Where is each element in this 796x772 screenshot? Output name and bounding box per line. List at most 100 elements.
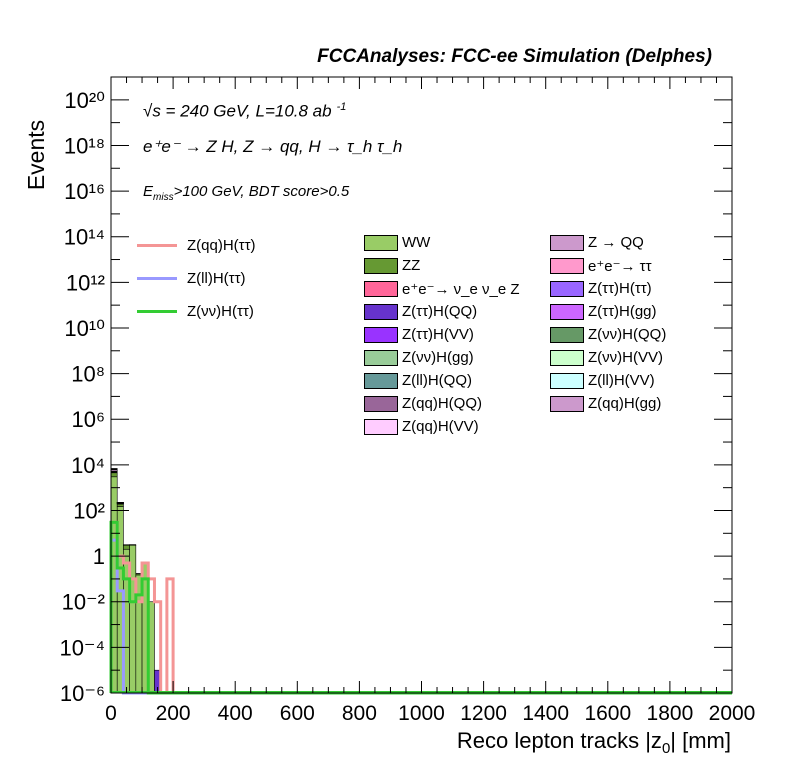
y-tick-label: 10⁻⁶: [60, 681, 105, 706]
legend-label: Z(ll)H(VV): [588, 372, 655, 389]
signal-line-z-qq-h: [109, 520, 732, 695]
legend-item-z-h-qq: Z(ττ)H(QQ): [364, 303, 477, 320]
legend-swatch: [550, 349, 584, 366]
legend-swatch: [364, 303, 398, 320]
legend-swatch: [550, 280, 584, 297]
legend-label: Z(ττ)H(gg): [588, 303, 657, 320]
legend-item-z-h-qq: Z(νν)H(QQ): [550, 326, 666, 343]
legend-label: Z → QQ: [588, 234, 644, 251]
legend-item-e-e-e-e-z: e⁺e⁻→ ν_e ν_e Z: [364, 280, 520, 298]
y-tick-label: 10²⁰: [64, 88, 105, 113]
legend-label: WW: [402, 234, 431, 251]
legend-label: Z(νν)H(ττ): [187, 303, 254, 320]
legend-swatch: [364, 395, 398, 412]
legend-label: Z(νν)H(QQ): [588, 326, 667, 343]
y-tick-label: 10⁻²: [62, 590, 105, 615]
legend-swatch: [364, 418, 398, 435]
legend-label: Z(νν)H(gg): [402, 349, 474, 366]
y-tick-label: 10⁴: [71, 453, 105, 478]
legend-item-z-ll-h: Z(ll)H(ττ): [137, 270, 246, 287]
legend-item-z-h: Z(νν)H(ττ): [137, 303, 254, 320]
legend-item-z-qq: Z → QQ: [550, 234, 644, 251]
x-tick-label: 200: [156, 702, 191, 725]
legend-swatch: [137, 310, 177, 313]
legend-item-z-qq-h-gg: Z(qq)H(gg): [550, 395, 661, 412]
x-tick-label: 1600: [584, 702, 631, 725]
y-tick-label: 10¹⁸: [64, 133, 105, 158]
legend-label: Z(qq)H(ττ): [187, 237, 256, 254]
legend-swatch: [364, 326, 398, 343]
legend-item-z-ll-h-vv: Z(ll)H(VV): [550, 372, 655, 389]
legend-swatch: [550, 234, 584, 251]
legend-swatch: [137, 244, 177, 247]
y-tick-label: 10⁸: [71, 362, 105, 387]
x-axis-label: Reco lepton tracks |z0| [mm]: [457, 728, 731, 757]
signal-line-z-ll-h: [109, 538, 732, 695]
legend-label: Z(ll)H(ττ): [187, 270, 246, 287]
legend-label: Z(qq)H(QQ): [402, 395, 482, 412]
legend-item-z-h-gg: Z(νν)H(gg): [364, 349, 474, 366]
legend-item-z-qq-h-qq: Z(qq)H(QQ): [364, 395, 482, 412]
legend-label: e⁺e⁻→ ν_e ν_e Z: [402, 281, 520, 298]
legend-item-e-e: e⁺e⁻→ ττ: [550, 257, 652, 275]
legend-label: Z(qq)H(gg): [588, 395, 662, 412]
legend-item-ww: WW: [364, 234, 430, 251]
x-tick-label: 1800: [647, 702, 694, 725]
legend-swatch: [137, 277, 177, 280]
legend-swatch: [550, 258, 584, 274]
y-tick-label: 10¹⁴: [64, 225, 105, 250]
legend-label: Z(ττ)H(ττ): [588, 280, 652, 297]
legend-swatch: [364, 372, 398, 389]
y-tick-label: 10⁶: [71, 407, 105, 432]
x-tick-label: 0: [105, 702, 117, 725]
legend-swatch: [364, 349, 398, 366]
chart-title: FCCAnalyses: FCC-ee Simulation (Delphes): [317, 46, 712, 67]
legend-swatch: [364, 234, 398, 251]
legend-swatch: [364, 281, 398, 297]
bar-zz: [129, 544, 137, 546]
legend-label: e⁺e⁻→ ττ: [588, 258, 652, 275]
legend-swatch: [550, 395, 584, 412]
x-tick-label: 1400: [522, 702, 569, 725]
annotation-process: e⁺e⁻ → Z H, Z → qq, H → τ_h τ_h: [143, 137, 403, 156]
y-tick-label: 10⁻⁴: [59, 635, 105, 660]
legend-swatch: [550, 326, 584, 343]
axes: 0 200 400 600 800 1000 1200 1400 1600 1800 2000 10⁻…: [59, 76, 756, 725]
legend-item-z-qq-h-vv: Z(qq)H(VV): [364, 418, 479, 435]
legend-label: Z(qq)H(VV): [402, 418, 479, 435]
legend-label: Z(ττ)H(QQ): [402, 303, 478, 320]
x-tick-label: 1200: [460, 702, 507, 725]
legend-label: Z(ll)H(QQ): [402, 372, 472, 389]
y-tick-label: 10¹²: [66, 270, 105, 295]
x-tick-label: 1000: [398, 702, 445, 725]
legend-item-zz: ZZ: [364, 257, 420, 274]
y-tick-label: 10¹⁶: [64, 179, 105, 204]
legend-item-z-h-gg: Z(ττ)H(gg): [550, 303, 657, 320]
annotation-energy: √s = 240 GeV, L=10.8 ab -1: [143, 101, 347, 121]
legend-swatch: [364, 257, 398, 274]
x-tick-label: 2000: [709, 702, 756, 725]
legend-item-z-h-vv: Z(νν)H(VV): [550, 349, 663, 366]
annotation-cuts: Emiss>100 GeV, BDT score>0.5: [143, 183, 350, 203]
y-tick-label: 10¹⁰: [64, 316, 105, 341]
y-tick-label: 10²: [73, 498, 105, 523]
bar-zz: [123, 544, 130, 550]
legend-label: ZZ: [402, 257, 421, 274]
legend-item-z-qq-h: Z(qq)H(ττ): [137, 237, 256, 254]
x-tick-label: 400: [218, 702, 253, 725]
signal-line-z-h: [109, 520, 732, 695]
legend-item-z-h: Z(ττ)H(ττ): [550, 280, 652, 297]
x-tick-label: 800: [342, 702, 377, 725]
legend-swatch: [550, 372, 584, 389]
bar-zz: [110, 472, 118, 478]
legend-swatch: [550, 303, 584, 320]
y-tick-label: 1: [93, 544, 105, 569]
legend-item-z-ll-h-qq: Z(ll)H(QQ): [364, 372, 472, 389]
signal-lines: [109, 520, 732, 695]
y-axis-label: Events: [23, 120, 49, 190]
bar-zz: [116, 503, 124, 507]
legend-label: Z(ττ)H(VV): [402, 326, 474, 343]
legend-label: Z(νν)H(VV): [588, 349, 663, 366]
x-tick-label: 600: [280, 702, 315, 725]
